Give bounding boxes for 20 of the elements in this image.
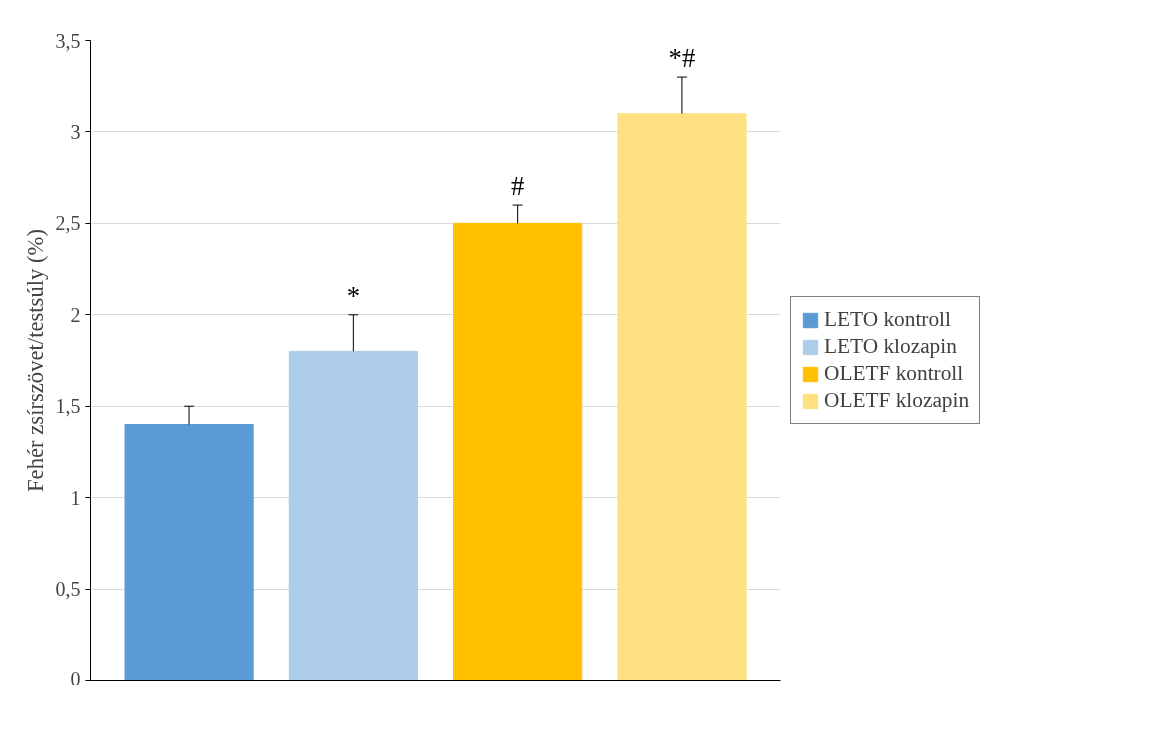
y-tick-label: 0 (70, 667, 81, 690)
y-tick-label: 2,5 (55, 212, 81, 235)
y-tick-label: 1 (70, 486, 81, 509)
legend-label: LETO klozapin (824, 334, 957, 359)
y-axis-title: Fehér zsírszövet/testsúly (%) (22, 229, 48, 492)
legend-label: LETO kontroll (824, 307, 951, 332)
bar (453, 222, 583, 681)
legend-label: OLETF klozapin (824, 388, 970, 413)
legend-label: OLETF kontroll (824, 361, 964, 386)
data-label: * (346, 280, 361, 311)
data-label: # (510, 171, 525, 202)
bar (617, 113, 747, 681)
y-tick-label: 3,5 (55, 29, 81, 52)
bar (124, 424, 254, 681)
y-tick-label: 3 (70, 120, 81, 143)
y-tick-label: 1,5 (55, 395, 81, 418)
bar (288, 350, 418, 681)
y-tick-label: 0,5 (55, 578, 81, 601)
y-tick-label: 2 (70, 303, 81, 326)
data-label: *# (668, 43, 696, 74)
